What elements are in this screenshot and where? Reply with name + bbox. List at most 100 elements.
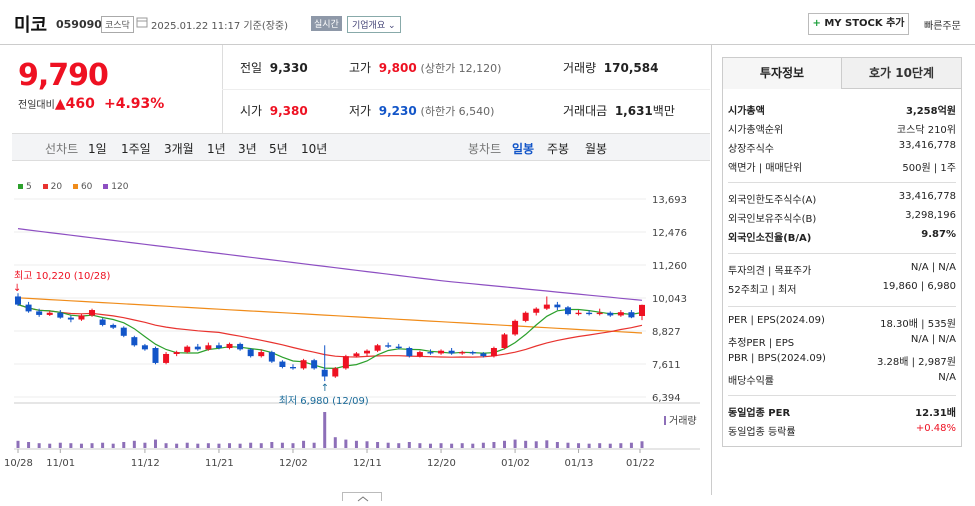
candle-body [554, 304, 561, 308]
tab-1y[interactable]: 1년 [207, 142, 226, 156]
market-badge: 코스닥 [101, 16, 134, 33]
panel-divider [728, 182, 956, 183]
volume-legend-swatch [664, 416, 666, 425]
candle-body [131, 337, 138, 346]
volume-bar [354, 440, 358, 448]
x-tick-label: 11/12 [131, 458, 160, 469]
x-tick-label: 11/01 [46, 458, 75, 469]
candle-body [163, 353, 170, 363]
candle-body [36, 311, 43, 315]
info-value: N/A | N/A [910, 334, 956, 345]
tab-1w[interactable]: 1주일 [121, 142, 151, 156]
my-stock-button[interactable]: + MY STOCK 추가 [808, 13, 909, 35]
panel-divider [728, 395, 956, 396]
volume-bar [365, 441, 369, 448]
tab-3m[interactable]: 3개월 [164, 142, 194, 156]
tab-3y[interactable]: 3년 [238, 142, 257, 156]
tab-5y[interactable]: 5년 [269, 142, 288, 156]
low-annotation: 최저 6,980 (12/09) [279, 395, 369, 407]
tab-monthly[interactable]: 월봉 [585, 142, 608, 156]
legend-ma5: 5 [18, 182, 32, 192]
x-tick-label: 10/28 [4, 458, 33, 469]
candle-body [194, 346, 201, 350]
candle-body [46, 312, 53, 315]
price-chart[interactable]: 13,693 12,476 11,260 10,043 8,827 7,611 6,394 최… [0, 190, 710, 470]
volume-bar [333, 437, 337, 448]
volume-bar [79, 443, 83, 448]
candle-body [25, 304, 32, 312]
info-label: 상장주식수 [728, 144, 774, 155]
info-value: 18.30배 | 535원 [880, 319, 956, 330]
tab-weekly[interactable]: 주봉 [547, 142, 570, 156]
quick-order-link[interactable]: 빠른주문 [924, 21, 961, 32]
down-arrow-icon: ↓ [13, 283, 21, 294]
tab-investment-info[interactable]: 투자정보 [723, 58, 842, 89]
candle-body [289, 366, 296, 369]
volume-bar [312, 442, 316, 448]
volume-bar [439, 443, 443, 448]
candle-body [226, 343, 233, 349]
y-tick-label: 6,394 [652, 393, 681, 404]
volume-bar [101, 442, 105, 448]
candle-body [300, 360, 307, 369]
quote-high: 고가 9,800 (상한가 12,120) [349, 61, 502, 75]
stock-code: 059090 [56, 18, 102, 31]
candle-body [342, 356, 349, 369]
volume-bar [460, 443, 464, 448]
x-tick-label: 11/21 [205, 458, 234, 469]
divider [711, 45, 712, 495]
candle-body [205, 345, 212, 350]
volume-bar [238, 443, 242, 448]
candle-body [448, 350, 455, 354]
quote-low: 저가 9,230 (하한가 6,540) [349, 104, 495, 118]
info-row: PER | EPS(2024.09) 18.30배 | 535원 [728, 315, 956, 331]
volume-bar [185, 442, 189, 448]
info-label: 외국인보유주식수(B) [728, 214, 817, 225]
collapse-handle[interactable] [342, 492, 382, 502]
info-value: N/A [938, 372, 956, 383]
panel-divider [728, 253, 956, 254]
info-row: 동일업종 등락률 +0.48% [728, 423, 956, 439]
change-percent: +4.93% [104, 96, 165, 112]
tab-10y[interactable]: 10년 [301, 142, 328, 156]
candle-body [173, 352, 180, 354]
volume-bar [481, 442, 485, 448]
info-value: 33,416,778 [898, 140, 956, 151]
legend-ma20: 20 [42, 182, 62, 192]
header: 미코 059090 코스닥 2025.01.22 11:17 기준(장중) 실시… [0, 0, 975, 44]
volume-bar [48, 443, 52, 448]
candle-body [385, 345, 392, 347]
candle-body [89, 310, 96, 316]
volume-bar [58, 442, 62, 448]
volume-bar [111, 443, 115, 448]
y-tick-label: 13,693 [652, 195, 687, 206]
info-value: 19,860 | 6,980 [882, 281, 956, 292]
volume-bar [280, 442, 284, 448]
tab-daily[interactable]: 일봉 [512, 142, 535, 156]
info-label: 액면가 | 매매단위 [728, 163, 803, 174]
volume-bar [228, 443, 232, 448]
volume-bar [37, 443, 41, 448]
volume-bar [196, 443, 200, 448]
volume-bar [217, 443, 221, 448]
y-tick-label: 8,827 [652, 327, 681, 338]
volume-bar [153, 439, 157, 448]
quote-open: 시가 9,380 [240, 104, 308, 118]
panel-divider [728, 306, 956, 307]
volume-bar [90, 443, 94, 448]
candle-body [490, 348, 497, 357]
x-tick-label: 12/02 [279, 458, 308, 469]
company-info-button[interactable]: 기업개요 ⌄ [347, 16, 401, 33]
tab-orderbook[interactable]: 호가 10단계 [842, 58, 961, 89]
tab-1d[interactable]: 1일 [88, 142, 107, 156]
volume-bar [175, 443, 179, 448]
legend-ma120: 120 [103, 182, 128, 192]
volume-bar [270, 442, 274, 448]
info-value: N/A | N/A [910, 262, 956, 273]
volume-bar [534, 441, 538, 448]
info-row: 시가총액 3,258억원 [728, 102, 956, 118]
y-tick-label: 7,611 [652, 360, 681, 371]
info-row: 투자의견 | 목표주가 N/A | N/A [728, 262, 956, 278]
volume-bar [206, 443, 210, 448]
quote-volume: 거래량 170,584 [563, 61, 659, 75]
